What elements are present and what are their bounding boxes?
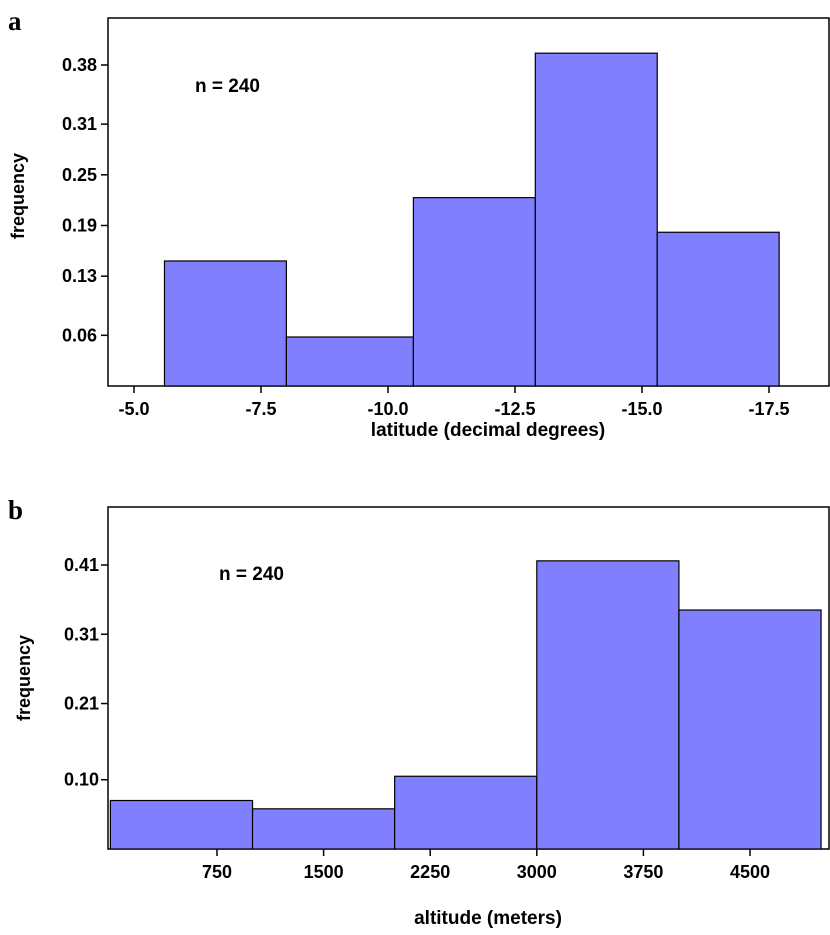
panel-a: a n = 240 -5.0 -7.5 -10.0 -12.5 -15.0 -17.5 0…: [8, 6, 830, 441]
panel-a-x-tick-label: -12.5: [494, 399, 535, 419]
panel-a-y-tick-label: 0.19: [62, 216, 97, 236]
panel-b-label: b: [8, 495, 23, 525]
panel-b-bars: [109, 560, 822, 850]
panel-a-bar: [412, 197, 536, 387]
panel-b-y-tick-label: 0.21: [64, 694, 99, 714]
panel-b-bar: [394, 775, 538, 850]
panel-a-x-tick-label: -5.0: [118, 399, 149, 419]
panel-b-y-ticks: 0.10 0.21 0.31 0.41: [64, 555, 108, 790]
panel-b-x-tick-label: 3750: [623, 862, 663, 882]
panel-a-bar: [534, 52, 658, 387]
panel-b-annotation: n = 240: [219, 564, 284, 585]
panel-b-x-tick-label: 1500: [304, 862, 344, 882]
panel-a-y-tick-label: 0.13: [62, 266, 97, 286]
panel-b-bar: [678, 609, 822, 850]
panel-a-x-tick-label: -17.5: [748, 399, 789, 419]
panel-b-x-ticks: 750 1500 2250 3000 3750 4500: [202, 849, 770, 882]
panel-b-y-tick-label: 0.31: [64, 624, 99, 644]
panel-a-bar: [285, 336, 414, 387]
panel-a-y-tick-label: 0.25: [62, 165, 97, 185]
panel-b-x-axis-label: altitude (meters): [414, 908, 562, 929]
panel-b-x-tick-label: 2250: [410, 862, 450, 882]
panel-b-x-tick-label: 3000: [517, 862, 557, 882]
panel-a-y-tick-label: 0.06: [62, 325, 97, 345]
panel-a-bar: [656, 231, 780, 387]
panel-b-bar: [536, 560, 680, 850]
panel-a-y-axis-label: frequency: [8, 153, 28, 239]
panel-b: b n = 240 750 1500 2250 3000 3750 4500 0.100.…: [8, 495, 830, 929]
panel-a-x-tick-label: -7.5: [245, 399, 276, 419]
panel-a-y-tick-label: 0.38: [62, 55, 97, 75]
panel-a-y-ticks: 0.06 0.13 0.19 0.25 0.31 0.38: [62, 55, 108, 345]
panel-a-x-axis-label: latitude (decimal degrees): [371, 420, 605, 441]
panel-a-label: a: [8, 6, 22, 36]
panel-b-x-tick-label: 4500: [730, 862, 770, 882]
panel-b-x-tick-label: 750: [202, 862, 232, 882]
panel-b-bar: [109, 799, 254, 850]
panel-a-annotation: n = 240: [195, 76, 260, 97]
panel-b-y-tick-label: 0.10: [64, 770, 99, 790]
panel-a-bars: [163, 52, 780, 387]
panel-b-y-axis-label: frequency: [14, 635, 34, 721]
panel-b-bar: [251, 808, 396, 850]
panel-a-x-ticks: -5.0 -7.5 -10.0 -12.5 -15.0 -17.5: [118, 386, 790, 419]
panel-a-y-tick-label: 0.31: [62, 114, 97, 134]
panel-a-bar: [163, 260, 287, 387]
panel-a-x-tick-label: -15.0: [621, 399, 662, 419]
panel-b-y-tick-label: 0.41: [64, 555, 99, 575]
panel-a-x-tick-label: -10.0: [367, 399, 408, 419]
